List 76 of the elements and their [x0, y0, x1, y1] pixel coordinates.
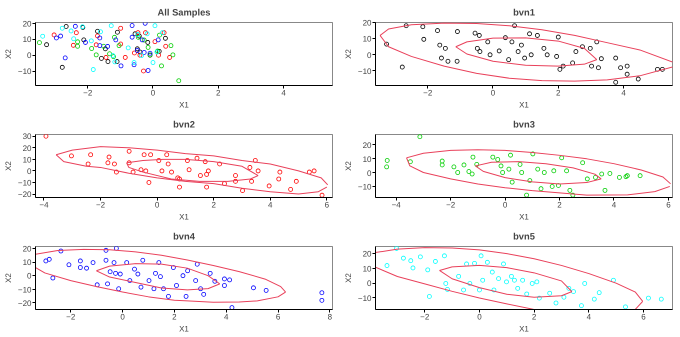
x-tick-label: 4: [586, 312, 592, 322]
x-tick-label: 0: [154, 200, 160, 210]
x-axis-title: X1: [179, 324, 190, 334]
y-tick-label: 10: [362, 154, 372, 164]
y-tick-label: −20: [18, 190, 32, 200]
y-tick-label: 20: [22, 244, 32, 254]
x-axis-title: X1: [179, 100, 190, 110]
y-tick-label: 10: [22, 155, 32, 164]
x-tick-label: −2: [66, 312, 76, 322]
y-tick-label: −10: [18, 285, 32, 294]
y-tick-label: 20: [362, 140, 372, 150]
x-tick-label: −2: [423, 88, 433, 98]
x-axis-title: X1: [519, 324, 530, 334]
x-tick-label: 0: [120, 312, 126, 322]
x-tick-label: 6: [324, 200, 330, 210]
x-tick-label: 4: [268, 200, 274, 210]
x-tick-label: 4: [281, 88, 286, 98]
y-axis-title: X2: [4, 272, 13, 283]
y-axis-title: X2: [344, 160, 353, 171]
chart-title: All Samples: [158, 8, 210, 18]
y-tick-label: 0: [367, 279, 372, 288]
x-tick-label: −2: [446, 200, 456, 210]
x-axis-title: X1: [519, 100, 530, 110]
x-tick-label: 2: [557, 200, 562, 210]
y-tick-label: −10: [358, 66, 372, 76]
x-tick-label: 0: [502, 200, 508, 210]
y-axis-title: X2: [344, 48, 353, 59]
y-axis-title: X2: [344, 272, 353, 283]
y-tick-label: 20: [362, 18, 372, 28]
x-axis-title: X1: [179, 212, 190, 222]
chart-title: bvn1: [513, 8, 535, 18]
y-tick-label: 0: [27, 272, 32, 281]
x-tick-label: −2: [96, 200, 106, 210]
y-tick-label: 0: [27, 51, 32, 60]
y-tick-label: 0: [27, 166, 32, 176]
x-tick-label: 4: [621, 88, 626, 98]
y-tick-label: 0: [367, 50, 372, 60]
x-tick-label: −4: [39, 200, 50, 210]
y-tick-label: −10: [18, 67, 32, 76]
x-axis-title: X1: [519, 212, 530, 222]
y-tick-label: 20: [22, 19, 32, 28]
y-axis-title: X2: [4, 160, 13, 171]
x-tick-label: 6: [276, 312, 281, 322]
chart-title: bvn5: [513, 232, 535, 242]
x-tick-label: 2: [216, 88, 222, 98]
y-tick-label: −10: [18, 178, 32, 188]
x-tick-label: 6: [641, 312, 646, 322]
x-tick-label: −2: [420, 312, 430, 322]
chart-title: bvn3: [513, 120, 535, 130]
x-tick-label: 2: [172, 312, 178, 322]
x-tick-label: 6: [666, 200, 672, 210]
y-axis-title: X2: [4, 48, 13, 59]
y-tick-label: −20: [18, 298, 32, 308]
y-tick-label: 10: [362, 34, 372, 44]
x-tick-label: 8: [328, 312, 333, 322]
y-tick-label: 20: [22, 144, 32, 153]
y-tick-label: −10: [358, 294, 372, 303]
y-tick-label: 10: [22, 35, 32, 44]
x-tick-label: −4: [392, 200, 402, 210]
chart-title: bvn2: [173, 120, 195, 130]
y-tick-label: 0: [367, 168, 372, 178]
x-tick-label: 0: [477, 312, 482, 322]
x-tick-label: 2: [532, 312, 537, 322]
y-tick-label: 30: [22, 132, 32, 142]
x-tick-label: 2: [556, 88, 562, 98]
x-tick-label: 0: [490, 88, 496, 98]
x-tick-label: 4: [612, 200, 617, 210]
x-tick-label: 4: [224, 312, 230, 322]
x-tick-label: −2: [83, 88, 93, 98]
x-tick-label: 2: [211, 200, 216, 210]
x-tick-label: 0: [150, 88, 156, 98]
y-tick-label: 10: [22, 258, 32, 268]
y-tick-label: 20: [362, 250, 372, 259]
y-tick-label: −10: [358, 182, 372, 192]
chart-title: bvn4: [173, 232, 196, 242]
y-tick-label: 10: [362, 264, 372, 274]
